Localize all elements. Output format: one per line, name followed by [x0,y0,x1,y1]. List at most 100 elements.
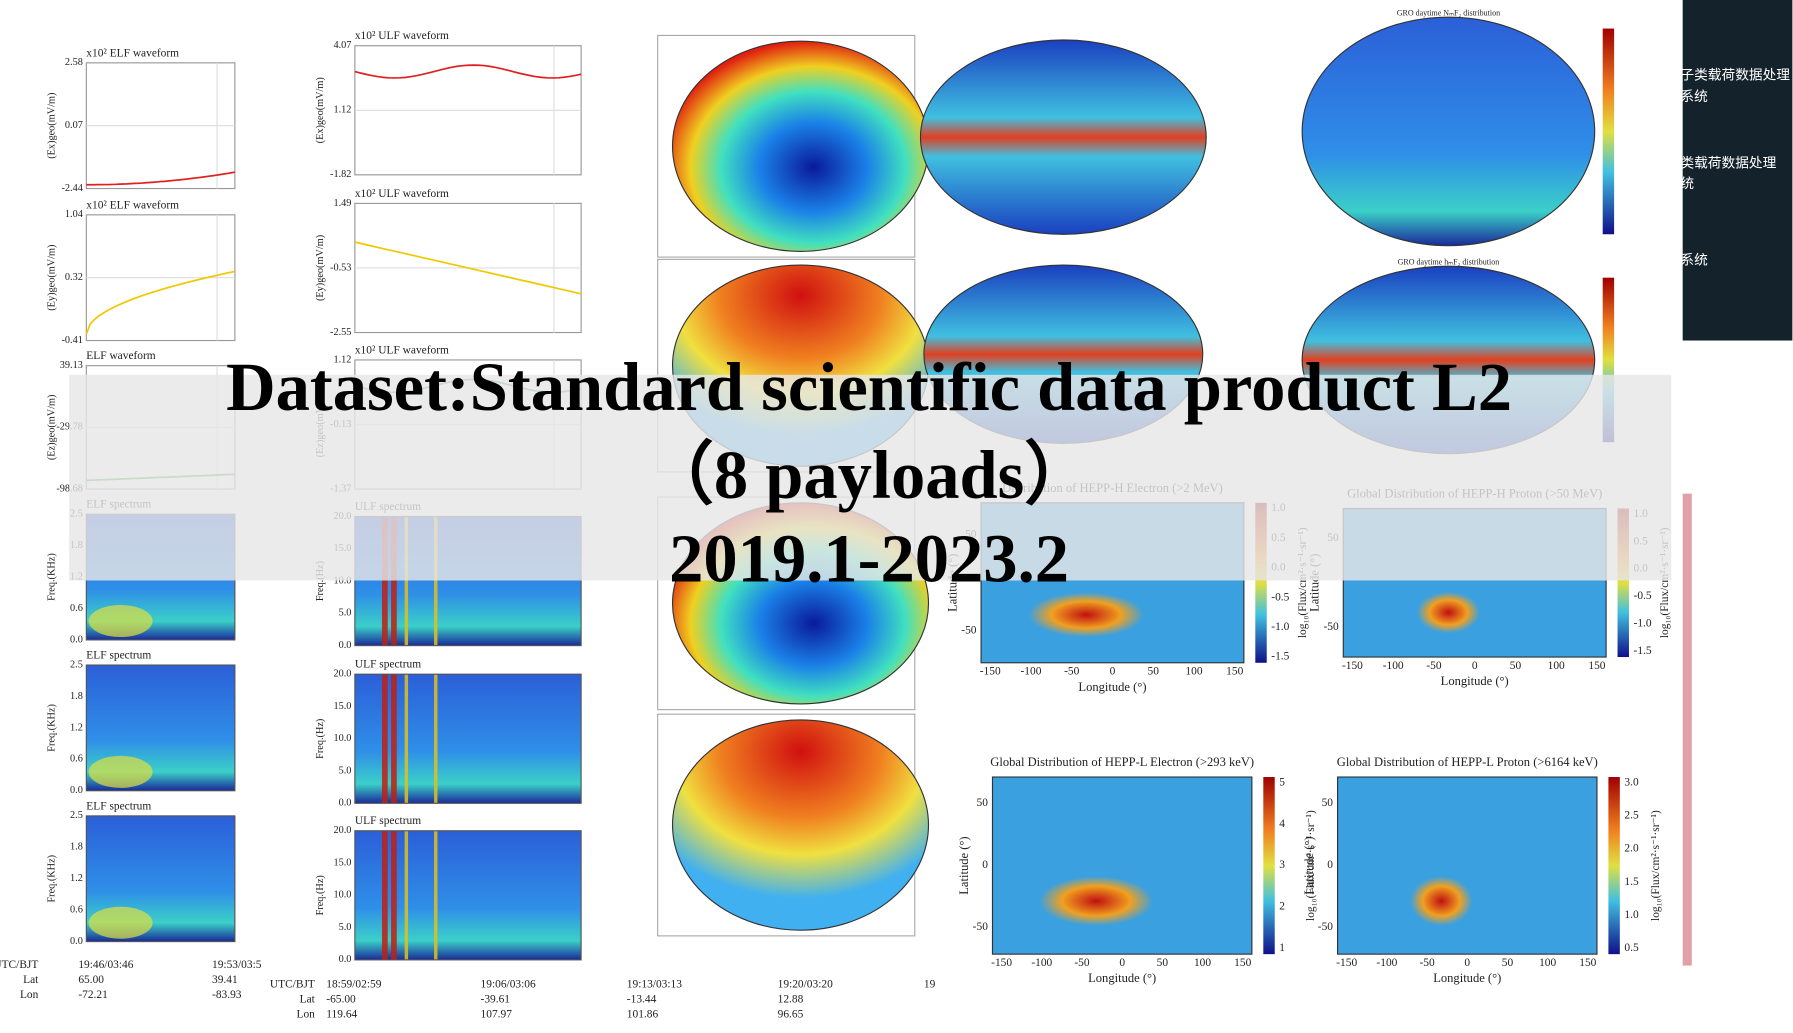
spectrogram-stripe [382,831,388,960]
x-tick-label: -50 [1064,666,1080,678]
globe-map [1302,17,1595,246]
x-tick-label: -100 [1020,666,1041,678]
spectrogram-stripe [391,674,397,803]
colorbar-tick-label: 2 [1279,901,1285,913]
spectrogram-stripe [391,831,397,960]
y-axis-label: (Ex)geo(mV/m) [315,77,326,143]
y-tick-label: -0.41 [62,335,83,346]
y-tick-label: 0.6 [70,905,83,916]
colorbar [1263,777,1274,954]
x-tick-label: 0 [1110,666,1116,678]
x-tick-label: -150 [980,666,1001,678]
x-tick-label: 150 [1226,666,1243,678]
x-tick-label: 150 [1234,957,1251,969]
x-tick-label: 0 [1464,957,1470,969]
colorbar-tick-label: -1.5 [1634,645,1652,657]
waveform-title: x10² ULF waveform [355,30,449,42]
footer-cell: -72.21 [78,989,108,1001]
footer-cell: 19:53/03:5 [212,959,262,971]
footer-cell: 19:46/03:46 [78,959,133,971]
x-tick-label: 50 [1148,666,1160,678]
footer-cell: -13.44 [627,993,657,1005]
spectrogram-stripe [405,674,408,803]
y-tick-label: -50 [973,921,989,933]
spectrum-title: ELF spectrum [86,800,151,812]
y-axis-label: Latitude (°) [957,836,971,894]
footer-cell: -83.93 [212,989,242,1001]
colorbar-tick-label: -1.0 [1271,621,1289,633]
footer-cell: 18:59/02:59 [326,979,381,991]
colorbar-tick-label: -1.5 [1271,651,1289,663]
y-tick-label: 50 [977,797,989,809]
y-axis-label: (Ex)geo(mV/m) [46,93,57,159]
x-tick-label: 100 [1539,957,1556,969]
y-tick-label: 1.8 [70,842,83,853]
map-title: GRO daytime NₘF₂ distribution [1397,9,1500,18]
slide-title: Dataset:Standard scientific data product… [226,349,1512,425]
y-tick-label: 39.13 [60,360,83,371]
spectrogram-feature [89,756,153,788]
x-tick-label: -150 [991,957,1012,969]
x-axis-label: Longitude (°) [1433,971,1501,985]
spectrogram-stripe [434,831,437,960]
y-axis-label: Freq.(KHz) [46,704,57,752]
x-tick-label: 100 [1194,957,1211,969]
accent-bar [1683,494,1692,966]
colorbar-tick-label: 0.5 [1624,942,1639,954]
y-tick-label: 0.6 [70,603,83,614]
footer-cell: 101.86 [627,1008,659,1020]
x-tick-label: -50 [1074,957,1090,969]
footer-cell: 96.65 [778,1008,804,1020]
x-tick-label: -50 [1419,957,1435,969]
spectrogram [355,674,581,803]
y-tick-label: -2.55 [330,327,351,338]
footer-cell: Lat [300,993,316,1005]
y-axis-label: Latitude (°) [1302,836,1316,894]
y-tick-label: 0.0 [70,936,83,947]
map-title: Global Distribution of HEPP-L Electron (… [990,755,1254,769]
spectrogram-stripe [382,674,388,803]
y-tick-label: -2.44 [62,183,83,194]
y-axis-label: Freq.(KHz) [46,855,57,903]
footer-cell: Lon [296,1008,315,1020]
y-tick-label: -50 [961,624,977,636]
y-tick-label: 50 [1322,797,1334,809]
globe-map [673,720,929,930]
y-tick-label: 0.0 [339,954,352,965]
colorbar-tick-label: -1.0 [1634,618,1652,630]
footer-cell: -65.00 [326,993,356,1005]
x-tick-label: 50 [1502,957,1514,969]
flux-map [992,777,1251,954]
x-tick-label: -50 [1426,660,1442,672]
colorbar-tick-label: 2.5 [1624,810,1639,822]
y-tick-label: 15.0 [333,701,351,712]
y-tick-label: 0.0 [339,798,352,809]
x-tick-label: -100 [1031,957,1052,969]
y-tick-label: 20.0 [333,825,351,836]
anomaly-region [1039,876,1153,926]
sidebar-item: 系统 [1680,89,1708,105]
spectrogram-stripe [405,831,408,960]
x-axis-label: Longitude (°) [1088,971,1156,985]
x-axis-label: Longitude (°) [1078,680,1146,694]
colorbar-tick-label: 5 [1279,776,1285,788]
x-tick-label: 50 [1510,660,1522,672]
y-tick-label: 2.58 [65,57,83,68]
x-tick-label: 150 [1588,660,1605,672]
spectrogram-feature [89,605,153,637]
colorbar-tick-label: 1 [1279,942,1285,954]
y-tick-label: -50 [1318,921,1334,933]
footer-cell: 119.64 [326,1008,357,1020]
colorbar-tick-label: 3.0 [1624,776,1639,788]
colorbar [1603,29,1614,235]
waveform-title: x10² ELF waveform [86,199,179,211]
spectrogram-feature [89,907,153,939]
y-tick-label: -50 [1324,621,1340,633]
y-tick-label: 5.0 [339,922,352,933]
spectrogram [355,831,581,960]
y-tick-label: 0 [982,859,988,871]
y-axis-label: Freq.(Hz) [315,719,326,759]
footer-cell: 19:20/03:20 [778,979,833,991]
y-tick-label: 0.07 [65,120,83,131]
colorbar-tick-label: 1.5 [1624,876,1639,888]
